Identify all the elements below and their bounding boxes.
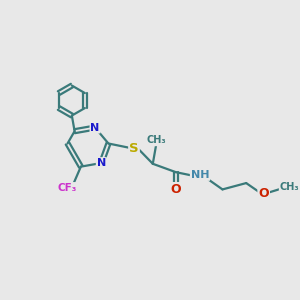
Text: O: O — [258, 187, 269, 200]
Text: S: S — [129, 142, 139, 154]
Text: CH₃: CH₃ — [146, 135, 166, 146]
Text: CF₃: CF₃ — [58, 183, 77, 193]
Text: N: N — [90, 123, 100, 133]
Text: N: N — [97, 158, 106, 168]
Text: O: O — [170, 183, 181, 196]
Text: CH₃: CH₃ — [280, 182, 299, 192]
Text: NH: NH — [191, 170, 209, 180]
